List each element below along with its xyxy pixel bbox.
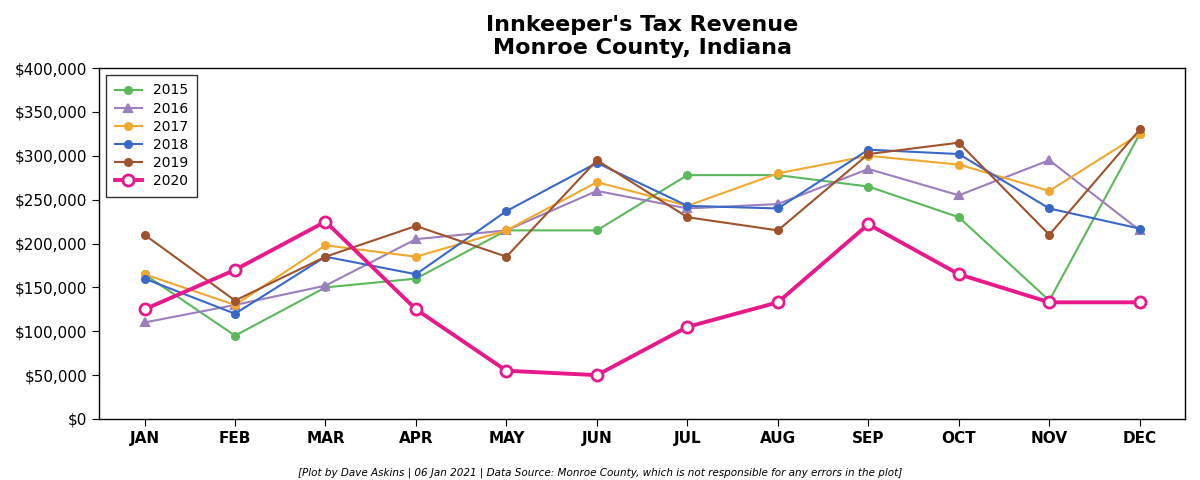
2017 [952,162,966,168]
2020 [137,306,151,312]
2018 [952,151,966,157]
2015 [770,172,785,178]
2020 [1042,300,1056,305]
2016 [770,201,785,207]
2017 [137,271,151,277]
2016 [499,228,514,233]
2018 [862,147,876,153]
Legend: 2015, 2016, 2017, 2018, 2019, 2020: 2015, 2016, 2017, 2018, 2019, 2020 [107,75,197,196]
2020 [589,372,604,378]
2018 [318,254,332,260]
2015 [1042,298,1056,303]
2017 [589,179,604,185]
2019 [137,232,151,238]
2019 [770,228,785,233]
2020 [952,271,966,277]
2019 [952,140,966,145]
2015 [228,333,242,338]
Line: 2015: 2015 [142,131,1144,339]
Line: 2017: 2017 [142,131,1144,309]
2016 [1133,228,1147,233]
2018 [770,205,785,211]
2017 [318,242,332,248]
2016 [862,166,876,172]
Title: Innkeeper's Tax Revenue
Monroe County, Indiana: Innkeeper's Tax Revenue Monroe County, I… [486,15,798,58]
2017 [680,203,695,209]
2018 [137,276,151,281]
Line: 2019: 2019 [142,126,1144,304]
2018 [228,311,242,317]
2015 [499,228,514,233]
2019 [318,254,332,260]
2019 [409,223,424,229]
2019 [862,151,876,157]
2020 [862,221,876,227]
Text: [Plot by Dave Askins | 06 Jan 2021 | Data Source: Monroe County, which is not re: [Plot by Dave Askins | 06 Jan 2021 | Dat… [298,467,902,478]
2015 [409,276,424,281]
2016 [1042,157,1056,163]
2020 [680,324,695,330]
2018 [1133,226,1147,231]
2016 [952,192,966,198]
2017 [770,170,785,176]
2017 [1042,188,1056,194]
2015 [862,184,876,190]
2017 [862,153,876,159]
2017 [1133,131,1147,137]
2015 [137,271,151,277]
2019 [589,157,604,163]
2015 [589,228,604,233]
2020 [318,219,332,225]
2019 [680,215,695,220]
2015 [952,215,966,220]
2015 [680,172,695,178]
2020 [228,267,242,273]
2015 [318,285,332,290]
2018 [1042,205,1056,211]
2018 [499,208,514,214]
2020 [409,306,424,312]
Line: 2020: 2020 [139,216,1145,381]
2017 [228,302,242,308]
2019 [499,254,514,260]
2020 [499,368,514,373]
2016 [409,236,424,242]
2020 [770,300,785,305]
Line: 2016: 2016 [140,156,1144,327]
2017 [409,254,424,260]
2016 [318,283,332,288]
2020 [1133,300,1147,305]
2018 [589,160,604,166]
2016 [680,205,695,211]
2015 [1133,131,1147,137]
2016 [137,320,151,325]
2019 [1042,232,1056,238]
2018 [409,271,424,277]
Line: 2018: 2018 [142,146,1144,317]
2017 [499,228,514,233]
2016 [589,188,604,194]
2019 [1133,127,1147,132]
2016 [228,302,242,308]
2018 [680,203,695,209]
2019 [228,298,242,303]
